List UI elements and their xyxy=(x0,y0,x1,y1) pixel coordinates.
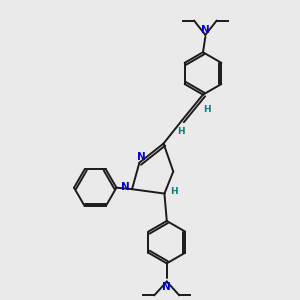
Text: N: N xyxy=(162,282,171,292)
Text: H: H xyxy=(177,127,185,136)
Text: H: H xyxy=(203,105,210,114)
Text: N: N xyxy=(201,25,210,35)
Text: H: H xyxy=(170,187,178,196)
Text: N: N xyxy=(137,152,146,162)
Text: N: N xyxy=(121,182,130,192)
